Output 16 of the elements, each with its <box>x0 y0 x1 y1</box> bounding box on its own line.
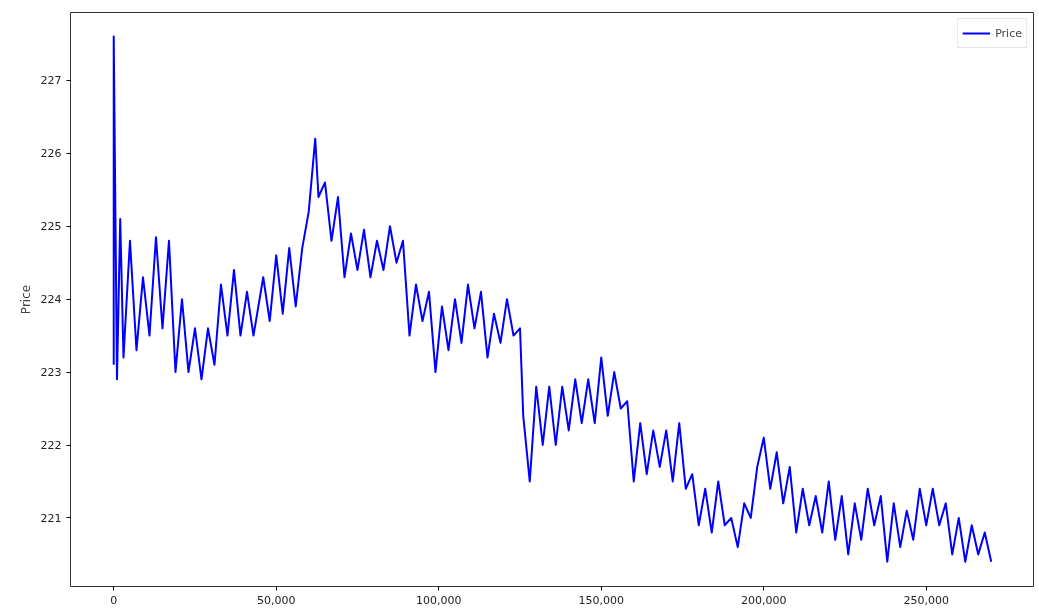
y-tick-label: 221 <box>40 511 62 525</box>
y-tick-label: 225 <box>40 220 62 234</box>
line-series <box>112 35 993 563</box>
y-tick-label: 226 <box>40 147 62 161</box>
y-tick-label: 227 <box>40 74 62 88</box>
x-tick-label: 50,000 <box>256 593 296 607</box>
x-tick-label: 250,000 <box>903 593 949 607</box>
x-tick-label: 100,000 <box>415 593 462 607</box>
y-tick-label: 224 <box>40 293 62 307</box>
y-axis-title: Price <box>18 284 33 315</box>
x-tick-label: 0 <box>110 593 118 607</box>
x-tick-label: 150,000 <box>578 593 624 607</box>
legend-label: Price <box>995 26 1022 40</box>
y-tick-label: 223 <box>40 366 62 380</box>
y-tick-label: 222 <box>40 439 62 453</box>
x-tick-label: 200,000 <box>741 593 787 607</box>
